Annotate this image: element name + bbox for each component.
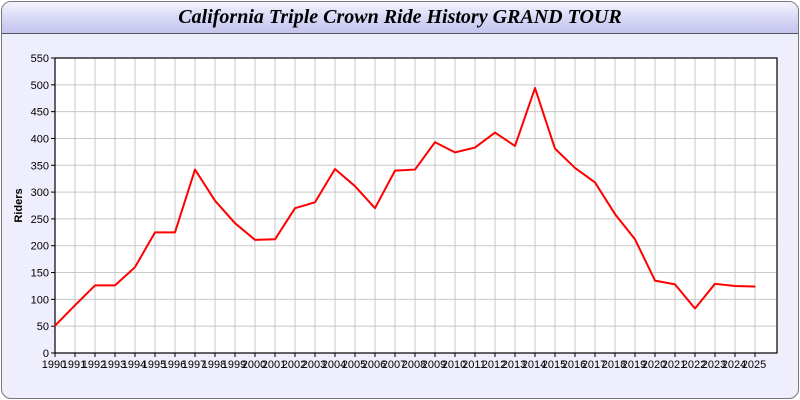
data-point (634, 238, 636, 241)
y-tick-label: 250 (31, 214, 49, 226)
x-tick-label: 1991 (62, 359, 86, 371)
y-tick-label: 200 (31, 241, 49, 253)
x-tick-label: 2015 (542, 359, 566, 371)
x-tick-label: 2023 (702, 359, 726, 371)
x-tick-label: 2020 (642, 359, 666, 371)
data-point (94, 284, 96, 287)
data-point (594, 181, 596, 184)
y-tick-label: 0 (43, 348, 49, 360)
plot-area (55, 58, 777, 353)
data-point (394, 169, 396, 172)
data-point (494, 131, 496, 134)
y-tick-label: 450 (31, 107, 49, 119)
x-tick-label: 1992 (82, 359, 106, 371)
data-point (194, 168, 196, 171)
y-tick-label: 50 (37, 321, 49, 333)
x-tick-label: 2025 (742, 359, 766, 371)
x-tick-label: 2013 (502, 359, 526, 371)
data-point (174, 231, 176, 234)
data-point (154, 231, 156, 234)
x-tick-label: 2009 (422, 359, 446, 371)
data-point (274, 238, 276, 241)
data-point (354, 185, 356, 187)
data-point (554, 147, 556, 150)
x-tick-label: 2000 (242, 359, 266, 371)
data-point (654, 279, 656, 282)
x-tick-label: 2011 (462, 359, 486, 371)
series-line (54, 87, 756, 327)
x-tick-label: 1995 (142, 359, 166, 371)
data-point (614, 213, 616, 215)
data-point (474, 146, 476, 149)
y-tick-label: 300 (31, 187, 49, 199)
data-point (114, 284, 116, 287)
x-tick-label: 2016 (562, 359, 586, 371)
data-point (574, 167, 576, 169)
x-tick-label: 2001 (262, 359, 286, 371)
data-point (214, 199, 216, 202)
x-tick-label: 2002 (282, 359, 306, 371)
title-bar: California Triple Crown Ride History GRA… (2, 2, 798, 34)
x-tick-label: 1996 (162, 359, 186, 371)
x-tick-label: 1990 (42, 359, 66, 371)
data-point (374, 207, 376, 209)
data-point (454, 151, 456, 154)
data-point (694, 307, 696, 310)
data-point (254, 239, 256, 241)
data-point (74, 304, 76, 307)
data-point (54, 324, 56, 327)
y-axis-label: Riders (13, 188, 25, 222)
x-tick-label: 2008 (402, 359, 426, 371)
x-tick-label: 1997 (182, 359, 206, 371)
x-tick-label: 2014 (522, 359, 546, 371)
x-tick-label: 2024 (722, 359, 746, 371)
data-point (754, 285, 756, 288)
y-tick-label: 400 (31, 133, 49, 145)
chart-title: California Triple Crown Ride History GRA… (178, 6, 622, 28)
x-tick-label: 2018 (602, 359, 626, 371)
data-point (534, 87, 536, 89)
data-point (434, 141, 436, 144)
x-tick-label: 2003 (302, 359, 326, 371)
data-point (294, 207, 296, 209)
data-point (414, 168, 416, 171)
x-tick-label: 1993 (102, 359, 126, 371)
x-tick-label: 1994 (122, 359, 146, 371)
y-tick-label: 150 (31, 268, 49, 280)
data-point (334, 168, 336, 170)
x-tick-label: 2005 (342, 359, 366, 371)
data-point (734, 285, 736, 287)
x-tick-label: 2007 (382, 359, 406, 371)
x-tick-label: 2004 (322, 359, 346, 371)
x-tick-label: 1998 (202, 359, 226, 371)
data-point (134, 266, 136, 268)
x-tick-label: 2006 (362, 359, 386, 371)
data-point (514, 145, 516, 147)
x-tick-label: 2012 (482, 359, 506, 371)
x-tick-label: 2010 (442, 359, 466, 371)
y-tick-label: 500 (31, 80, 49, 92)
y-tick-label: 100 (31, 294, 49, 306)
y-tick-label: 350 (31, 160, 49, 172)
y-tick-label: 550 (31, 53, 49, 65)
plot-border (54, 57, 778, 354)
x-tick-label: 2021 (662, 359, 686, 371)
data-point (314, 201, 316, 204)
x-tick-label: 1999 (222, 359, 246, 371)
data-point (674, 283, 676, 286)
x-tick-label: 2019 (622, 359, 646, 371)
x-tick-label: 2017 (582, 359, 606, 371)
data-point (234, 222, 236, 224)
data-point (714, 283, 716, 285)
x-tick-label: 2022 (682, 359, 706, 371)
